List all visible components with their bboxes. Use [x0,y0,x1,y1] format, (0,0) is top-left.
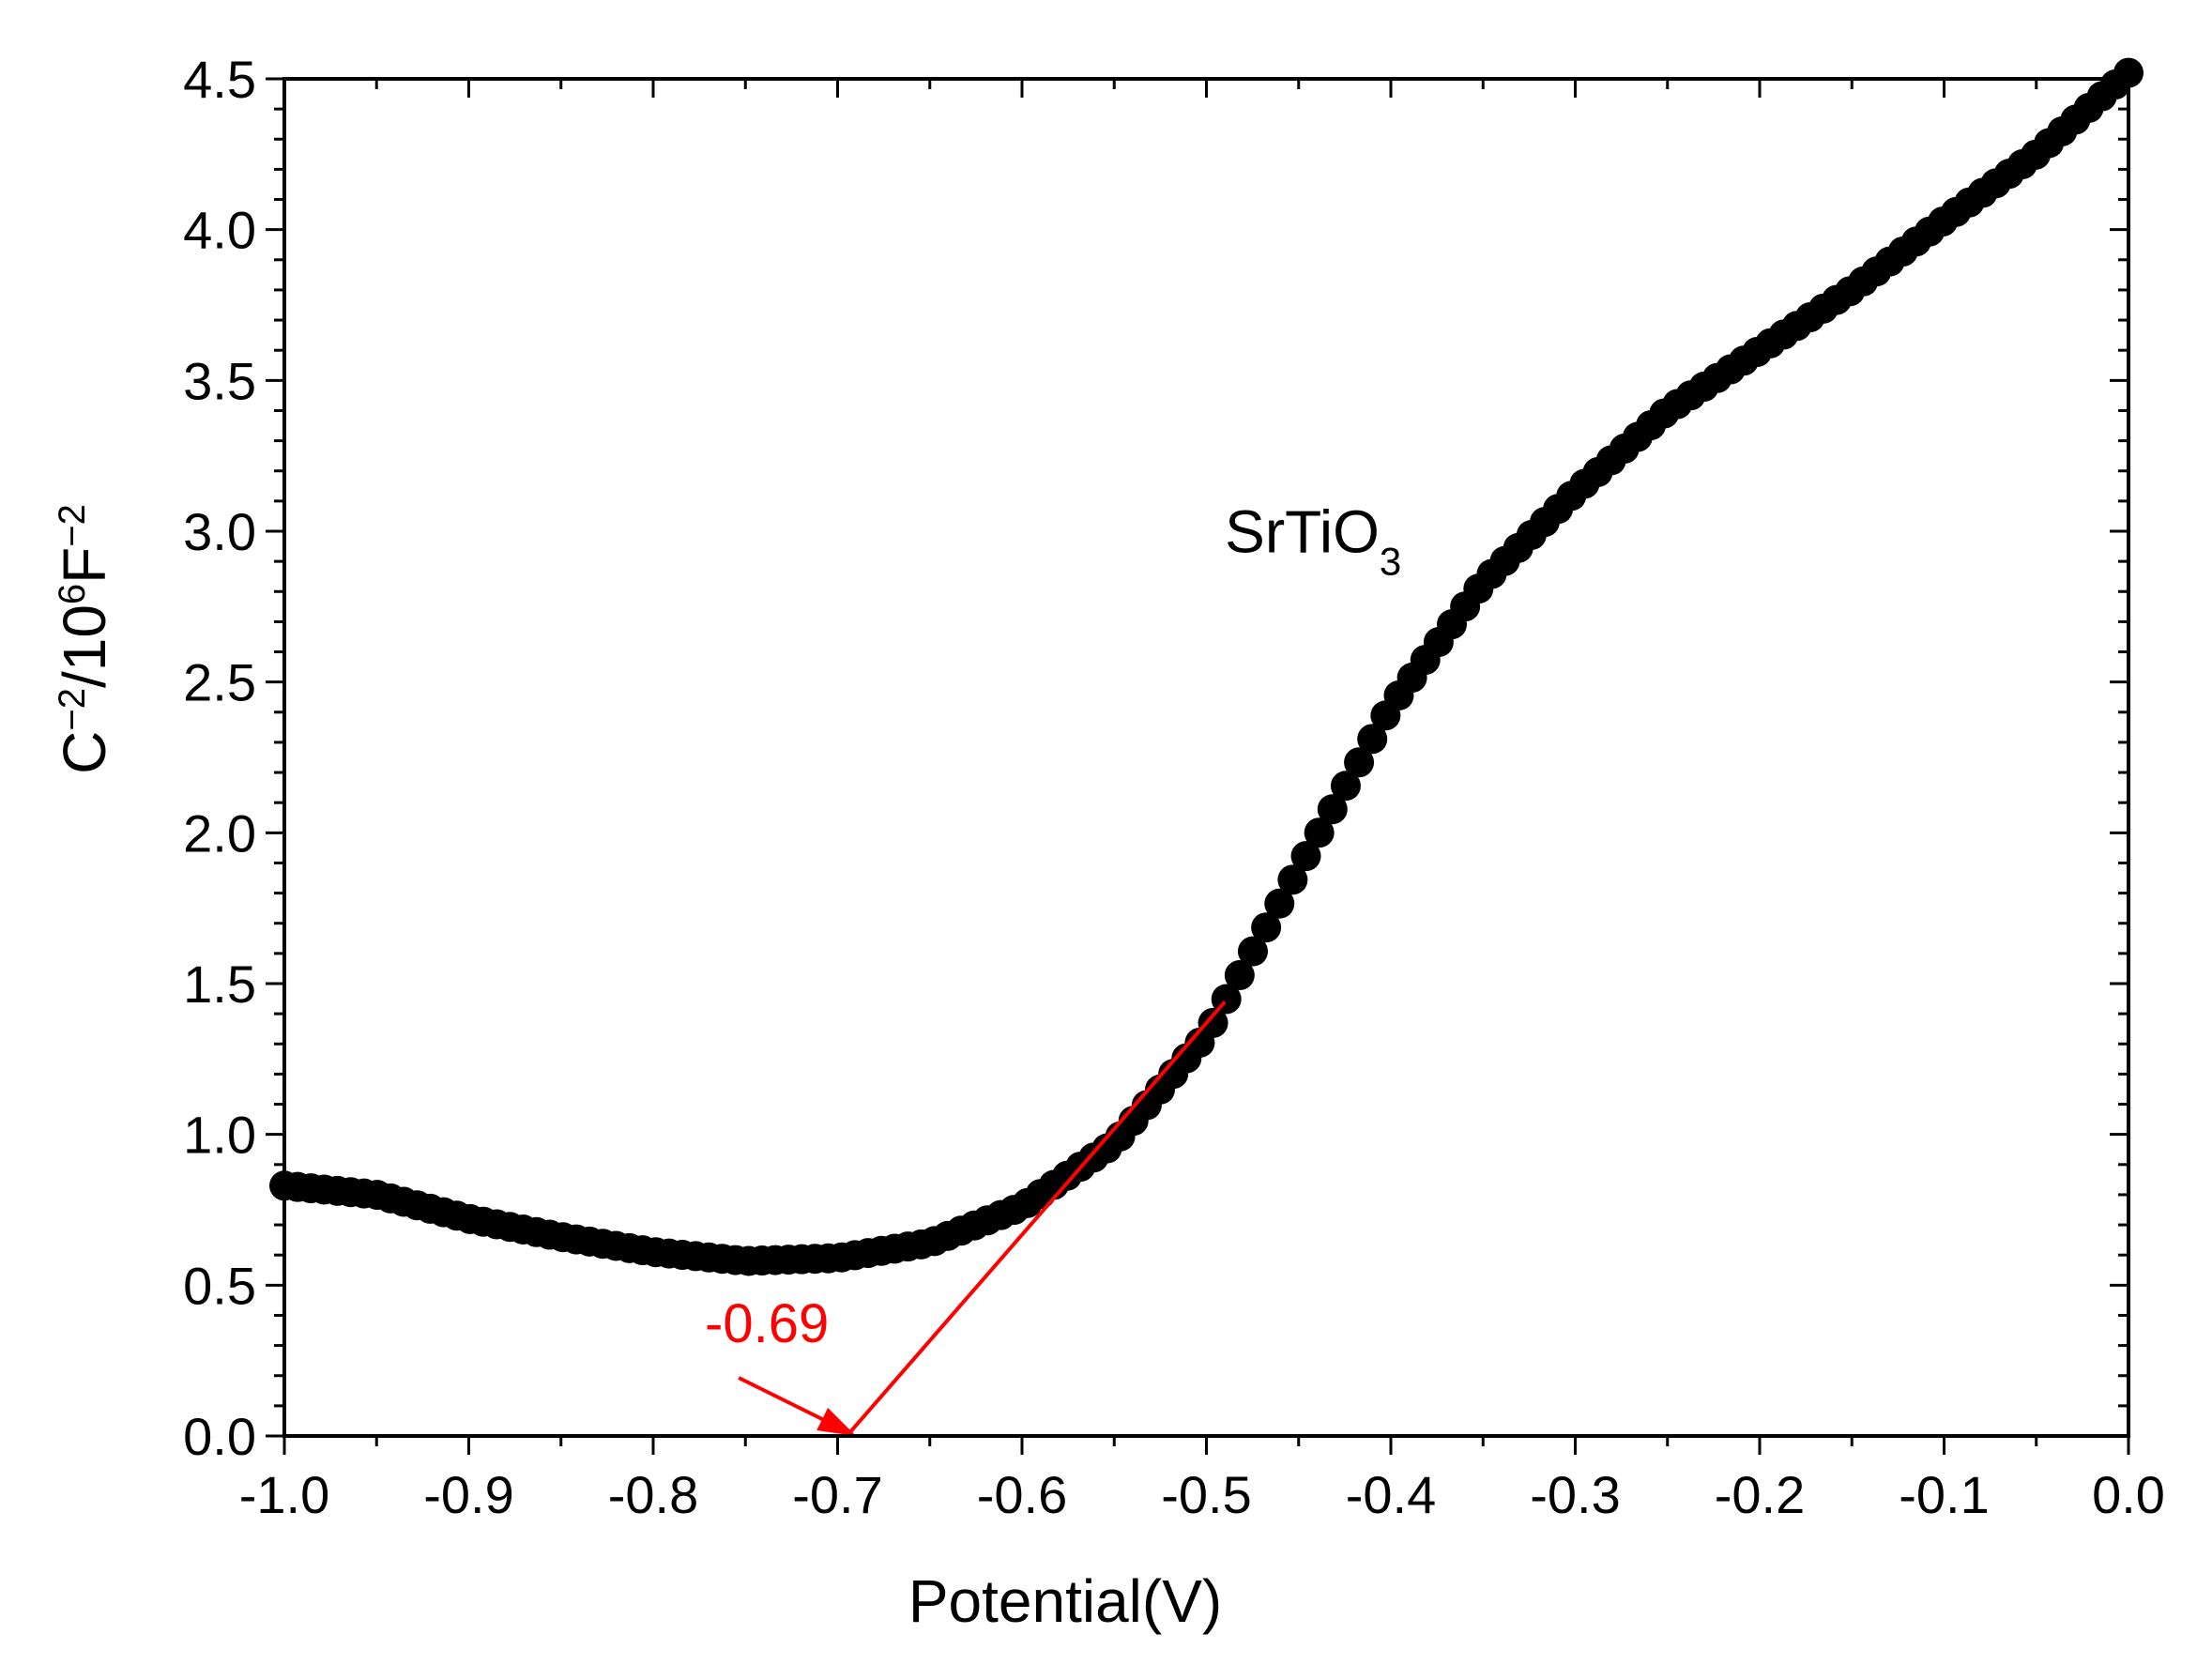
x-tick-label: -0.5 [1161,1465,1252,1524]
data-point [1330,771,1361,802]
x-tick-label: -0.2 [1715,1465,1806,1524]
series-label: SrTiO3 [1225,497,1401,583]
x-tick-label: -0.3 [1530,1465,1621,1524]
x-tick-label: -0.6 [977,1465,1068,1524]
y-tick-label: 4.0 [183,201,256,260]
y-axis-ticks: 0.0 0.5 1.0 1.5 2.0 2.5 3.0 3.5 4.0 4.5 [183,50,2128,1466]
data-point [1317,794,1348,825]
y-tick-label: 4.5 [183,50,256,109]
data-points [269,57,2144,1276]
intercept-label: -0.69 [705,1293,829,1354]
y-axis-title: C−2/106F−2 [51,504,118,774]
data-point [1344,747,1375,778]
x-tick-label: -1.0 [239,1465,330,1524]
intercept-arrow-head [816,1408,857,1436]
intercept-arrow-shaft [738,1376,839,1428]
x-tick-label: -0.8 [608,1465,699,1524]
fit-line [845,1000,1227,1438]
y-tick-label: 0.5 [183,1256,256,1315]
x-tick-label: -0.7 [792,1465,883,1524]
x-tick-label: -0.9 [423,1465,514,1524]
y-tick-label: 1.5 [183,955,256,1014]
x-tick-label: 0.0 [2092,1465,2165,1524]
x-axis-title: Potential(V) [908,1567,1222,1635]
y-tick-label: 2.5 [183,653,256,712]
y-tick-label: 2.0 [183,803,256,863]
data-point [1237,936,1268,967]
x-axis-ticks: -1.0 -0.9 -0.8 -0.7 -0.6 -0.5 -0.4 -0.3 -0.2 -0.1… [239,79,2165,1524]
y-tick-label: 3.5 [183,351,256,410]
data-point [1304,817,1335,848]
data-point [1357,724,1388,755]
data-point [1264,888,1295,919]
x-tick-label: -0.4 [1346,1465,1437,1524]
data-point [1198,1007,1228,1038]
y-tick-label: 1.0 [183,1106,256,1165]
x-tick-label: -0.1 [1899,1465,1990,1524]
y-tick-label: 3.0 [183,502,256,561]
y-tick-label: 0.0 [183,1407,256,1466]
data-point [1290,841,1321,872]
fit-line-group [738,1000,1227,1438]
data-point [1224,960,1255,991]
data-point [1251,912,1282,943]
data-point [1277,864,1308,895]
